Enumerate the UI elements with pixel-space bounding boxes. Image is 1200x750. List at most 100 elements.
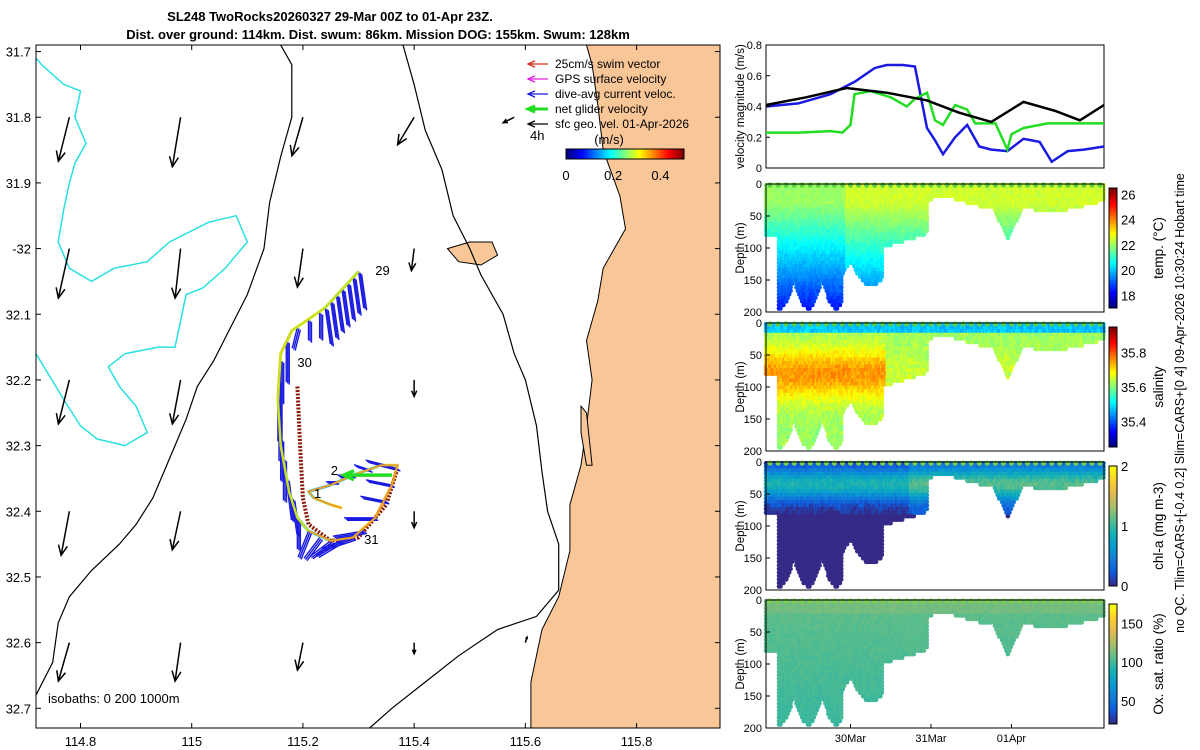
- surface-dot: [839, 182, 846, 188]
- colorbar-cell: [642, 149, 646, 159]
- legend-label-4: net glider velocity: [555, 102, 648, 116]
- surface-dot: [1081, 182, 1087, 188]
- velocity-series-3: [765, 86, 1105, 124]
- sfc-vector-18: [294, 642, 305, 672]
- colorbar-cell: [680, 149, 683, 159]
- current-vector-25-2: [323, 538, 355, 550]
- colorbar-cell: [593, 149, 596, 159]
- surface-dot: [872, 182, 878, 188]
- surface-dot: [952, 182, 958, 188]
- surface-dot: [847, 182, 854, 188]
- sfc-vector-2: [168, 117, 182, 169]
- map-xtick-label: 115.6: [510, 734, 542, 749]
- time-step-label: 4h: [530, 128, 544, 143]
- legend-arrow-4: [524, 104, 548, 114]
- profile-sample: [879, 274, 885, 280]
- current-vector-4-1: [341, 288, 348, 326]
- day-label-4: 2: [331, 463, 338, 478]
- surface-dot: [1065, 182, 1071, 188]
- current-vector-22-3: [306, 539, 324, 562]
- surface-dot: [1008, 182, 1015, 188]
- sfc-vector-4-shaft: [397, 116, 415, 146]
- profile-sample: [784, 299, 789, 304]
- vel-ytick-label: 0: [756, 163, 762, 175]
- sfc-vector-13: [410, 511, 418, 530]
- colorbar-cell: [646, 149, 650, 159]
- isobath-1000m: [36, 45, 293, 696]
- sfc-vector-8-head: [293, 276, 304, 289]
- sfc-vector-1-shaft: [57, 117, 71, 162]
- current-vector-21-2: [298, 531, 311, 559]
- vel-ytick-label: 0.2: [747, 132, 762, 144]
- colorbar-cell: [619, 149, 622, 159]
- current-vector-6-2: [331, 302, 339, 339]
- surface-dot: [992, 182, 999, 188]
- colorbar-cell: [603, 149, 606, 159]
- surface-dot: [944, 182, 950, 188]
- colorbar-cell: [615, 149, 618, 159]
- surface-dot: [912, 182, 918, 188]
- map-ytick-label: 32.5: [6, 570, 31, 585]
- colorbar-cell: [644, 149, 648, 159]
- sfc-vector-5-head: [501, 118, 508, 124]
- profile-sample: [814, 292, 819, 297]
- colorbar-cell: [634, 149, 638, 159]
- surface-dot: [960, 182, 966, 188]
- sfc-vector-12: [410, 379, 418, 399]
- current-vector-3-2: [348, 283, 355, 321]
- current-vector-1-1: [357, 271, 365, 309]
- current-vector-1-3: [360, 273, 368, 311]
- surface-dot: [783, 182, 789, 188]
- colorbar-cell: [577, 149, 581, 159]
- vel-ylabel: velocity magnitude (m/s): [735, 44, 747, 169]
- profile-sample: [778, 306, 783, 311]
- colorbar-cell: [599, 149, 602, 159]
- colorbar-cell: [676, 149, 679, 159]
- legend-arrow-5-head: [526, 120, 536, 128]
- isobath-200m: [36, 57, 249, 447]
- current-vector-26-2: [334, 531, 366, 539]
- sfc-vector-10: [55, 379, 71, 426]
- colorbar-cell: [648, 149, 652, 159]
- current-vector-7-3: [327, 309, 335, 347]
- colorbar-cell: [664, 149, 667, 159]
- current-vector-10-2: [292, 328, 300, 350]
- map-xtick-label: 115.2: [287, 734, 319, 749]
- legend-arrow-1: [526, 60, 548, 68]
- colorbar-cell: [575, 149, 579, 159]
- surface-dot: [815, 182, 821, 188]
- map-ytick-label: 31.9: [6, 176, 31, 191]
- legend-label-5: sfc geo. vel. 01-Apr-2026: [555, 117, 689, 131]
- current-vector-5-1: [335, 294, 343, 332]
- day-label-2: 30: [297, 355, 311, 370]
- sfc-vector-16-head: [56, 670, 67, 683]
- colorbar-cell: [682, 149, 685, 159]
- current-vector-5-2: [337, 295, 344, 333]
- colorbar-cell: [652, 149, 655, 159]
- colorbar-cell: [583, 149, 587, 159]
- sfc-vector-19-head: [411, 649, 417, 656]
- colorbar-cell: [636, 149, 640, 159]
- profile-sample: [924, 228, 930, 234]
- sfc-vector-6-shaft: [57, 248, 71, 299]
- colorbar-cell: [585, 149, 589, 159]
- current-vector-22-1: [303, 537, 321, 559]
- colorbar-cell: [613, 149, 616, 159]
- colorbar-cell: [579, 149, 583, 159]
- colorbar-cell: [670, 149, 673, 159]
- section-colorbar-tick-label: 18: [1121, 288, 1135, 303]
- colorbar-cell: [617, 149, 620, 159]
- map-ytick-label: 31.7: [6, 45, 31, 60]
- current-vector-10-3: [294, 329, 302, 351]
- surface-dot: [1049, 182, 1055, 188]
- sfc-vector-2-shaft: [171, 117, 182, 167]
- sfc-vector-5-shaft: [502, 116, 515, 124]
- colorbar-cell: [587, 149, 591, 159]
- profile-sample: [807, 306, 812, 311]
- net-glider-vector: [339, 469, 392, 482]
- sfc-vector-12-head: [410, 390, 418, 399]
- surface-dot: [1024, 182, 1031, 188]
- surface-dot: [1016, 182, 1023, 188]
- colorbar-cell: [625, 149, 628, 159]
